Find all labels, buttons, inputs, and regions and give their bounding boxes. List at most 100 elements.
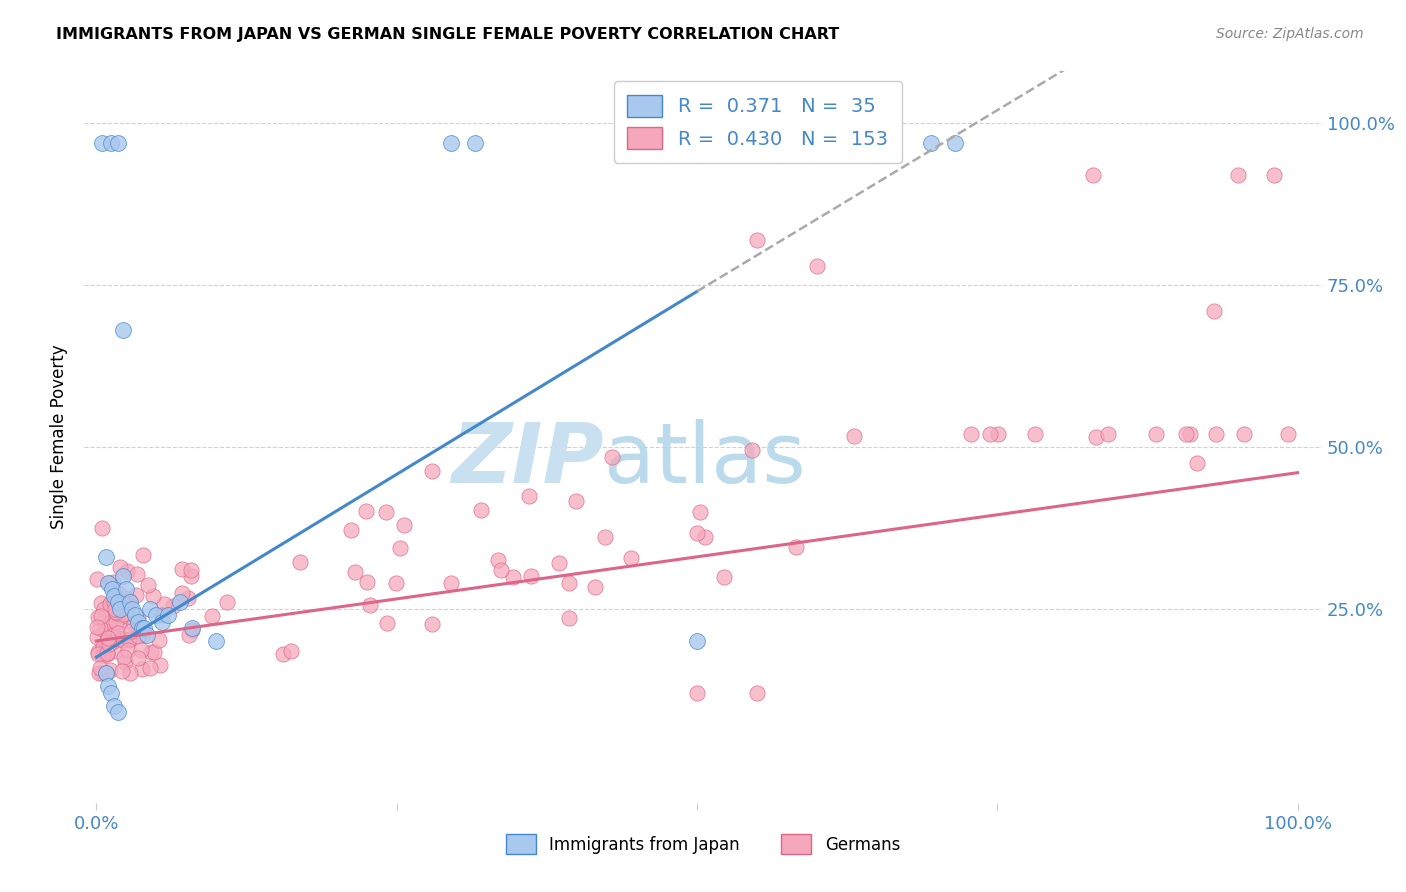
Point [565,494,588,508]
Point [201,609,224,624]
Point [440,136,463,150]
Point [91,640,114,654]
Point [179,628,201,642]
Point [100,686,122,700]
Point [98,597,121,611]
Point [97,637,120,651]
Point [91,521,114,535]
Point [170,562,193,576]
Point [93,602,115,616]
Point [97,679,120,693]
Point [86,645,108,659]
Point [91,136,114,150]
Point [1178,426,1201,441]
Point [107,626,129,640]
Point [205,634,228,648]
Point [101,582,124,597]
Point [100,136,122,150]
Point [118,595,141,609]
Point [118,632,141,647]
Point [108,560,131,574]
Point [89,661,111,675]
Point [359,598,381,612]
Point [148,632,170,647]
Text: ZIP: ZIP [451,418,605,500]
Point [1083,168,1105,182]
Point [103,589,125,603]
Point [121,601,143,615]
Point [111,569,134,583]
Point [107,136,129,150]
Point [595,530,617,544]
Point [1233,426,1256,441]
Point [127,615,149,629]
Point [979,426,1001,441]
Point [153,598,176,612]
Point [177,591,200,606]
Point [920,136,942,150]
Point [693,530,716,544]
Point [111,664,134,678]
Point [125,567,148,582]
Point [105,606,128,620]
Point [89,621,111,635]
Point [470,503,492,517]
Point [96,647,118,661]
Point [420,464,443,478]
Point [87,666,110,681]
Point [118,666,141,681]
Point [686,526,709,541]
Point [86,572,108,586]
Point [620,551,643,566]
Point [94,634,117,648]
Point [502,569,524,583]
Point [139,601,162,615]
Point [354,504,377,518]
Point [686,686,709,700]
Point [131,628,153,642]
Point [389,541,412,556]
Point [1187,457,1209,471]
Point [943,136,966,150]
Point [124,608,146,623]
Point [118,593,141,607]
Text: Source: ZipAtlas.com: Source: ZipAtlas.com [1216,27,1364,41]
Point [806,259,828,273]
Point [1277,426,1299,441]
Legend: Immigrants from Japan, Germans: Immigrants from Japan, Germans [499,828,907,860]
Point [149,658,172,673]
Point [1085,430,1108,444]
Point [375,505,398,519]
Point [1097,426,1119,441]
Point [181,621,204,635]
Point [114,591,136,606]
Point [112,608,135,623]
Point [180,624,202,638]
Point [987,426,1010,441]
Point [114,656,136,670]
Point [215,595,238,609]
Point [486,553,509,567]
Point [127,620,149,634]
Point [94,666,117,681]
Point [1024,426,1046,441]
Point [103,595,125,609]
Point [96,645,118,659]
Point [115,582,138,597]
Point [104,606,127,620]
Point [124,617,146,632]
Point [120,624,142,639]
Point [548,556,571,570]
Point [131,662,153,676]
Point [741,442,763,457]
Point [91,648,114,663]
Text: IMMIGRANTS FROM JAPAN VS GERMAN SINGLE FEMALE POVERTY CORRELATION CHART: IMMIGRANTS FROM JAPAN VS GERMAN SINGLE F… [56,27,839,42]
Point [129,643,152,657]
Point [104,602,127,616]
Point [1263,168,1285,182]
Point [96,646,118,660]
Point [98,598,121,612]
Point [520,569,543,583]
Point [112,633,135,648]
Point [118,632,141,647]
